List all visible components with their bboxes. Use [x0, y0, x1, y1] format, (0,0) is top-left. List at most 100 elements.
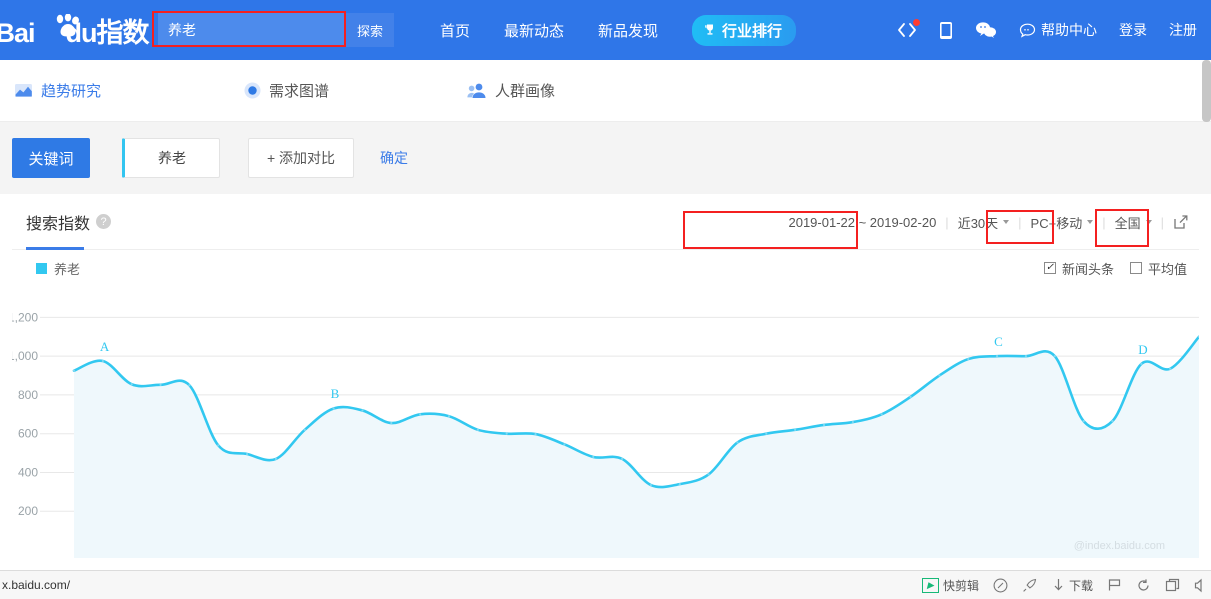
- search-input[interactable]: [158, 13, 346, 47]
- flag-icon: [1108, 579, 1121, 591]
- quick-edit-label: 快剪辑: [942, 578, 979, 593]
- top-header: Baidudu指数 探索 首页 最新动态 新品发现 行业排行: [0, 0, 1211, 60]
- keyword-row: 关键词 养老 + 添加对比 确定: [0, 122, 1211, 194]
- news-headline-checkbox[interactable]: ✓ 新闻头条: [1043, 259, 1114, 278]
- window-tool[interactable]: [1165, 578, 1180, 593]
- nav-home[interactable]: 首页: [440, 22, 471, 40]
- radar-dot-icon: [244, 82, 261, 99]
- period-value: 近30天: [957, 215, 999, 231]
- mobile-phone-icon: [940, 21, 952, 39]
- rocket-icon: [1023, 578, 1037, 592]
- svg-text:600: 600: [18, 427, 38, 441]
- download-arrow-icon: [1054, 578, 1063, 590]
- nav-industry-ranking-label: 行业排行: [722, 22, 783, 40]
- baidu-index-logo[interactable]: Baidudu指数: [0, 10, 150, 50]
- filter-divider-3: |: [1102, 214, 1106, 230]
- nav-industry-ranking[interactable]: 行业排行: [692, 14, 797, 46]
- chevron-down-icon: [1087, 220, 1094, 224]
- download-tool[interactable]: 下载: [1052, 577, 1093, 594]
- wechat-icon: [976, 22, 996, 38]
- filter-divider-2: |: [1018, 214, 1022, 230]
- confirm-button[interactable]: 确定: [380, 150, 408, 166]
- subnav-demand[interactable]: 需求图谱: [244, 80, 329, 101]
- external-link-icon: [1174, 215, 1188, 229]
- legend-series[interactable]: 养老: [36, 259, 80, 278]
- keyword-chip-label: 养老: [158, 150, 186, 166]
- date-range-value: 2019-01-22 ~ 2019-02-20: [788, 214, 937, 230]
- filter-divider-1: |: [945, 214, 949, 230]
- subnav-audience-label: 人群画像: [495, 83, 556, 100]
- news-headline-label: 新闻头条: [1061, 261, 1114, 277]
- checkbox-unchecked-icon: [1129, 262, 1142, 274]
- svg-text:1,000: 1,000: [12, 349, 38, 363]
- trend-chart-icon: [15, 84, 32, 97]
- search-submit-button[interactable]: 探索: [346, 13, 394, 47]
- help-center-label: 帮助中心: [1041, 22, 1097, 38]
- compass-icon: [993, 578, 1008, 592]
- wechat-icon-wrap[interactable]: [975, 21, 997, 39]
- checkbox-checked-icon: ✓: [1043, 262, 1056, 274]
- svg-text:200: 200: [18, 504, 38, 518]
- keyword-type-button[interactable]: 关键词: [12, 138, 90, 178]
- volume-tool[interactable]: [1194, 578, 1207, 593]
- chat-bubble-icon: [1019, 23, 1036, 38]
- compass-tool[interactable]: [993, 578, 1008, 593]
- chevron-down-icon: [1145, 220, 1152, 224]
- question-mark-icon[interactable]: ?: [96, 214, 112, 229]
- api-icon-wrap[interactable]: [897, 19, 920, 39]
- nav-latest[interactable]: 最新动态: [504, 22, 565, 40]
- register-link[interactable]: 注册: [1169, 22, 1197, 38]
- flag-tool[interactable]: [1107, 578, 1122, 592]
- trophy-icon: [705, 24, 714, 35]
- region-value: 全国: [1114, 215, 1141, 231]
- keyword-chip-养老[interactable]: 养老: [122, 138, 220, 178]
- chevron-down-icon: [1003, 220, 1010, 224]
- sub-navigation: 趋势研究 需求图谱 人群画像: [0, 60, 1211, 122]
- baidu-paw-icon: [56, 14, 79, 37]
- notification-badge: [913, 19, 920, 26]
- page-scrollbar-thumb[interactable]: [1202, 60, 1211, 122]
- chart-filters: 2019-01-22 ~ 2019-02-20 | 近30天 | PC+移动 |…: [788, 194, 1189, 250]
- legend-color-swatch: [36, 262, 47, 274]
- filter-divider-4: |: [1160, 214, 1164, 230]
- period-filter[interactable]: 近30天: [957, 213, 1010, 232]
- download-label: 下载: [1068, 578, 1093, 593]
- quick-edit-tool[interactable]: ▶ 快剪辑: [921, 577, 979, 594]
- rocket-tool[interactable]: [1022, 578, 1038, 593]
- tab-search-index-label: 搜索指数: [26, 215, 91, 233]
- legend-series-label: 养老: [54, 261, 81, 277]
- browser-tools: ▶ 快剪辑 下载: [921, 577, 1207, 594]
- add-compare-label: + 添加对比: [266, 150, 336, 166]
- subnav-trend-label: 趋势研究: [41, 83, 102, 100]
- browser-status-bar: x.baidu.com/ ▶ 快剪辑 下载: [0, 570, 1211, 599]
- tab-search-index[interactable]: 搜索指数 ?: [26, 194, 112, 250]
- help-center-link[interactable]: 帮助中心: [1019, 20, 1097, 40]
- header-right-nav: 帮助中心 登录 注册: [897, 0, 1197, 60]
- people-icon: [467, 83, 486, 98]
- region-filter[interactable]: 全国: [1115, 213, 1152, 232]
- subnav-audience[interactable]: 人群画像: [467, 80, 555, 101]
- chart-marker-d: D: [1138, 341, 1148, 357]
- trend-chart: 2004006008001,0001,200 @index.baidu.com …: [12, 286, 1199, 558]
- device-filter[interactable]: PC+移动: [1031, 213, 1094, 232]
- quick-edit-icon: ▶: [921, 577, 939, 593]
- logo-text: Baidudu指数: [0, 17, 150, 48]
- add-compare-button[interactable]: + 添加对比: [248, 138, 354, 178]
- svg-text:1,200: 1,200: [12, 310, 38, 324]
- volume-icon: [1194, 578, 1202, 592]
- export-button[interactable]: [1173, 214, 1189, 230]
- subnav-demand-label: 需求图谱: [269, 83, 330, 100]
- date-range-filter[interactable]: 2019-01-22 ~ 2019-02-20: [788, 215, 936, 230]
- average-label: 平均值: [1147, 261, 1187, 277]
- chart-marker-c: C: [994, 334, 1003, 350]
- login-link[interactable]: 登录: [1119, 22, 1147, 38]
- chart-canvas[interactable]: 200 400 600 800 1,000 1,200: [12, 286, 1199, 558]
- mobile-icon-wrap[interactable]: [939, 21, 953, 40]
- subnav-trend[interactable]: 趋势研究: [14, 80, 101, 101]
- refresh-tool[interactable]: [1136, 578, 1151, 593]
- chart-marker-b: B: [330, 386, 340, 402]
- svg-text:800: 800: [18, 388, 38, 402]
- nav-discover[interactable]: 新品发现: [598, 22, 659, 40]
- average-checkbox[interactable]: 平均值: [1129, 259, 1187, 278]
- legend-row: 养老 ✓ 新闻头条 平均值: [12, 250, 1199, 286]
